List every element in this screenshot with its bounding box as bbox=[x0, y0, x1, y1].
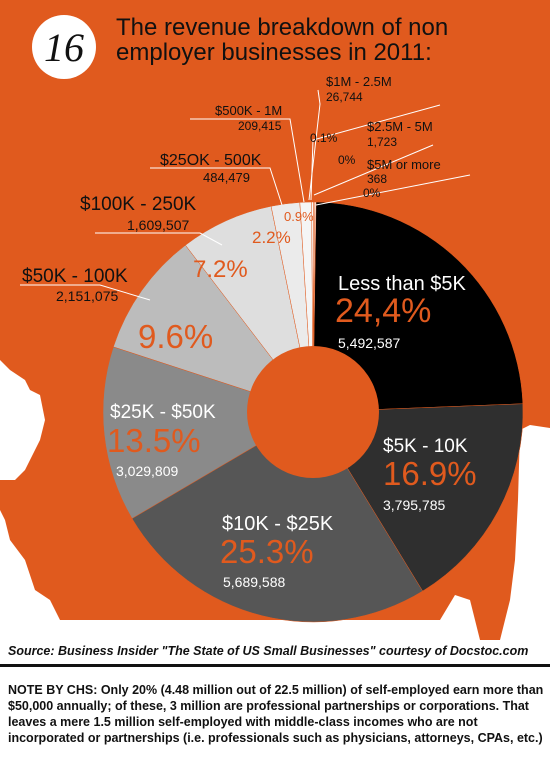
slice-label: $25OK - 500K bbox=[160, 152, 262, 169]
leader-line bbox=[313, 144, 434, 196]
slice-label: $2.5M - 5M bbox=[367, 119, 433, 134]
slice-label: $50K - 100K bbox=[22, 266, 128, 287]
slice-count-label: 1,723 bbox=[367, 135, 397, 149]
slice-label: $100K - 250K bbox=[80, 194, 197, 215]
slice-label: $1M - 2.5M bbox=[326, 74, 392, 89]
slice-label: $5M or more bbox=[367, 157, 441, 172]
slice-percent-label: 24,4% bbox=[335, 292, 431, 330]
chart-title: The revenue breakdown of non employer bu… bbox=[116, 14, 449, 66]
slice-label: $10K - $25K bbox=[222, 513, 334, 535]
source-credit: Source: Business Insider "The State of U… bbox=[8, 644, 529, 658]
donut-hole bbox=[247, 346, 379, 478]
slice-label: $25K - $50K bbox=[110, 402, 216, 423]
divider bbox=[0, 664, 550, 667]
slice-count-label: 2,151,075 bbox=[56, 288, 118, 304]
slice-count-label: 209,415 bbox=[238, 119, 282, 133]
slice-count-label: 368 bbox=[367, 172, 387, 186]
leader-line bbox=[190, 118, 305, 203]
chart-number-badge: 16 bbox=[32, 15, 96, 79]
slice-count-label: 1,609,507 bbox=[127, 217, 189, 233]
slice-count-label: 5,689,588 bbox=[223, 574, 285, 590]
leader-line bbox=[150, 167, 283, 206]
slice-count-label: 26,744 bbox=[326, 90, 363, 104]
slice-percent-label: 0% bbox=[363, 186, 381, 200]
slice-label: Less than $5K bbox=[338, 273, 467, 295]
slice-count-label: 3,029,809 bbox=[116, 463, 178, 479]
slice-percent-label: 13.5% bbox=[107, 422, 201, 459]
slice-percent-label: 25.3% bbox=[220, 533, 314, 570]
leader-line bbox=[315, 174, 471, 206]
leader-line bbox=[20, 284, 151, 301]
slice-count-label: 484,479 bbox=[203, 170, 250, 185]
slice-count-label: 5,492,587 bbox=[338, 335, 400, 351]
slice-percent-label: 2.2% bbox=[252, 228, 291, 247]
slice-count-label: 3,795,785 bbox=[383, 497, 445, 513]
note-text: NOTE BY CHS: Only 20% (4.48 million out … bbox=[8, 683, 544, 745]
slice-percent-label: 0.9% bbox=[284, 209, 314, 224]
leader-line bbox=[308, 89, 321, 201]
pie-slice bbox=[312, 201, 524, 413]
leader-line bbox=[95, 232, 223, 246]
slice-label: $5K - 10K bbox=[383, 436, 468, 457]
slice-percent-label: 9.6% bbox=[138, 318, 213, 355]
leader-line bbox=[310, 104, 441, 201]
slice-percent-label: 7.2% bbox=[193, 256, 248, 283]
slice-percent-label: 16.9% bbox=[383, 455, 477, 492]
slice-percent-label: 0% bbox=[338, 153, 356, 167]
slice-label: $500K - 1M bbox=[215, 103, 282, 118]
slice-percent-label: 0.1% bbox=[310, 131, 338, 145]
pie-slice bbox=[102, 346, 314, 519]
pie-slice bbox=[131, 411, 423, 623]
